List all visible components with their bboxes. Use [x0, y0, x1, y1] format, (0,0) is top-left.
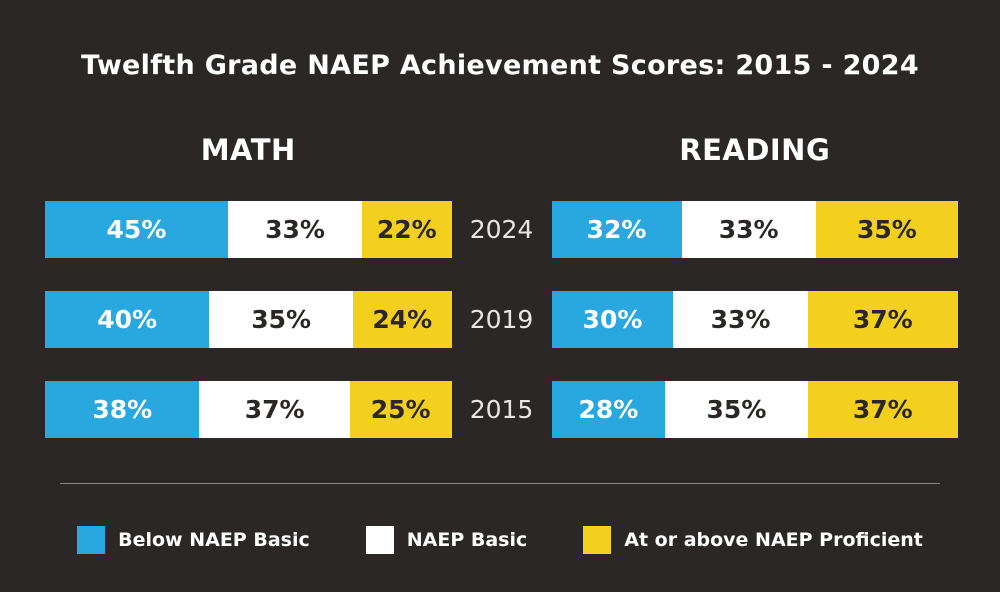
segment-below-basic: 28%: [551, 381, 666, 438]
segment-value: 37%: [852, 305, 913, 334]
segment-value: 32%: [586, 215, 647, 244]
chart-title: Twelfth Grade NAEP Achievement Scores: 2…: [81, 50, 919, 81]
legend-swatch-blue: [77, 526, 106, 554]
segment-proficient: 37%: [807, 381, 958, 438]
segment-value: 33%: [265, 215, 325, 244]
infographic: Twelfth Grade NAEP Achievement Scores: 2…: [0, 50, 1000, 554]
segment-value: 35%: [706, 395, 767, 424]
segment-proficient: 25%: [349, 381, 452, 438]
legend-label: At or above NAEP Proficient: [624, 529, 923, 551]
segment-value: 28%: [578, 395, 639, 424]
segment-below-basic: 40%: [45, 291, 210, 348]
reading-bar-2019: 30% 33% 37%: [551, 291, 958, 348]
segment-proficient: 37%: [807, 291, 958, 348]
chart-rows: 45% 33% 22% 2024 32% 33%: [45, 201, 958, 438]
legend-item-basic: NAEP Basic: [365, 526, 528, 554]
segment-value: 22%: [376, 215, 437, 244]
segment-basic: 35%: [209, 291, 353, 348]
segment-basic: 33%: [673, 291, 808, 348]
segment-below-basic: 30%: [551, 291, 674, 348]
segment-value: 30%: [582, 305, 643, 334]
segment-value: 37%: [244, 395, 305, 424]
year-label-2015: 2015: [469, 395, 534, 424]
segment-value: 38%: [92, 395, 153, 424]
math-bar-2019: 40% 35% 24%: [45, 291, 452, 348]
segment-below-basic: 32%: [551, 201, 682, 258]
legend: Below NAEP Basic NAEP Basic At or above …: [0, 526, 1000, 554]
reading-bar-2015: 28% 35% 37%: [551, 381, 958, 438]
group-headers: MATH READING: [45, 133, 958, 167]
segment-basic: 33%: [681, 201, 816, 258]
reading-header: READING: [679, 133, 831, 167]
segment-value: 33%: [710, 305, 771, 334]
legend-swatch-yellow: [583, 526, 612, 554]
segment-value: 35%: [856, 215, 917, 244]
segment-value: 33%: [718, 215, 779, 244]
segment-basic: 33%: [227, 201, 363, 258]
legend-label: NAEP Basic: [406, 529, 528, 551]
legend-label: Below NAEP Basic: [118, 529, 310, 551]
segment-proficient: 35%: [815, 201, 958, 258]
segment-value: 24%: [372, 305, 433, 334]
chart-row-2019: 40% 35% 24% 2019 30% 33%: [45, 291, 958, 348]
segment-value: 40%: [97, 305, 158, 334]
legend-item-below-basic: Below NAEP Basic: [77, 526, 310, 554]
math-header: MATH: [200, 133, 296, 167]
year-label-2019: 2019: [469, 305, 534, 334]
math-bar-2015: 38% 37% 25%: [45, 381, 452, 438]
year-label-2024: 2024: [469, 215, 534, 244]
segment-below-basic: 45%: [45, 201, 228, 258]
chart-row-2024: 45% 33% 22% 2024 32% 33%: [45, 201, 958, 258]
reading-bar-2024: 32% 33% 35%: [551, 201, 958, 258]
divider-line: [60, 483, 940, 484]
segment-basic: 37%: [199, 381, 350, 438]
segment-proficient: 22%: [362, 201, 452, 258]
legend-item-proficient: At or above NAEP Proficient: [583, 526, 923, 554]
segment-proficient: 24%: [352, 291, 452, 348]
segment-basic: 35%: [665, 381, 808, 438]
segment-value: 37%: [852, 395, 913, 424]
segment-below-basic: 38%: [45, 381, 200, 438]
segment-value: 25%: [370, 395, 431, 424]
segment-value: 45%: [106, 215, 167, 244]
legend-swatch-white: [365, 526, 394, 554]
segment-value: 35%: [251, 305, 312, 334]
chart-row-2015: 38% 37% 25% 2015 28% 35%: [45, 381, 958, 438]
math-bar-2024: 45% 33% 22%: [45, 201, 452, 258]
chart-area: MATH READING 45% 33% 22% 2024: [0, 133, 1000, 438]
